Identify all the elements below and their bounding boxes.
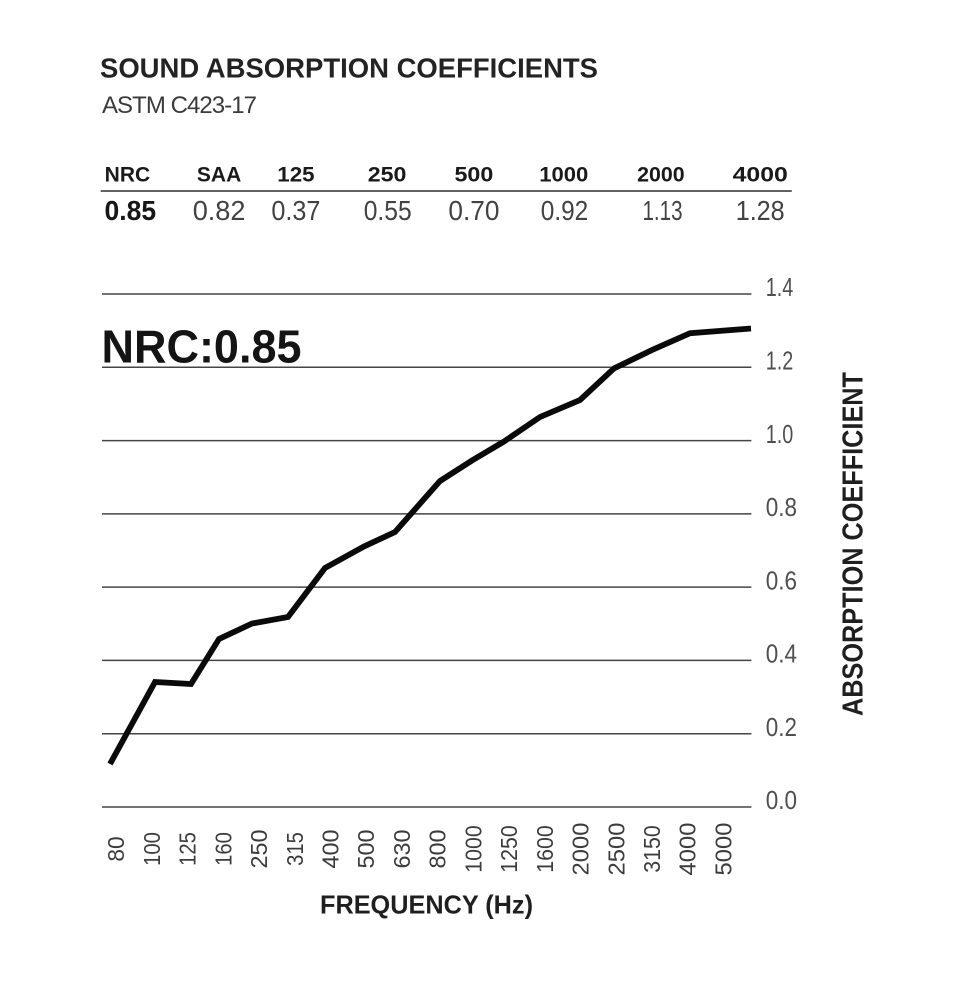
svg-text:1.4: 1.4 — [766, 274, 794, 302]
svg-text:80: 80 — [103, 836, 129, 861]
svg-text:315: 315 — [282, 832, 308, 866]
svg-text:0.2: 0.2 — [766, 714, 797, 742]
svg-text:NRC:0.85: NRC:0.85 — [102, 321, 302, 373]
svg-text:ASTM C423-17: ASTM C423-17 — [102, 92, 257, 119]
svg-text:0.37: 0.37 — [271, 195, 320, 226]
svg-text:630: 630 — [389, 829, 415, 868]
svg-text:0.70: 0.70 — [448, 195, 499, 226]
svg-text:4000: 4000 — [733, 164, 788, 187]
svg-text:2000: 2000 — [568, 823, 594, 876]
svg-text:160: 160 — [210, 832, 236, 866]
svg-text:1600: 1600 — [532, 825, 558, 873]
svg-text:125: 125 — [277, 164, 315, 187]
svg-text:500: 500 — [455, 164, 494, 187]
svg-text:4000: 4000 — [675, 823, 701, 876]
svg-text:0.0: 0.0 — [766, 787, 797, 815]
svg-text:1.2: 1.2 — [766, 348, 794, 376]
svg-text:0.6: 0.6 — [766, 567, 797, 595]
svg-text:SAA: SAA — [197, 164, 241, 187]
svg-text:500: 500 — [353, 829, 379, 868]
svg-text:1.28: 1.28 — [736, 195, 785, 226]
svg-text:3150: 3150 — [639, 825, 665, 873]
svg-text:0.4: 0.4 — [766, 641, 797, 669]
svg-text:1000: 1000 — [460, 825, 486, 873]
svg-text:ABSORPTION COEFFICIENT: ABSORPTION COEFFICIENT — [837, 371, 869, 716]
svg-text:800: 800 — [425, 829, 451, 868]
svg-text:0.55: 0.55 — [364, 195, 412, 226]
svg-text:1.13: 1.13 — [643, 195, 683, 226]
svg-text:NRC: NRC — [105, 164, 151, 187]
svg-text:0.8: 0.8 — [766, 494, 797, 522]
svg-text:400: 400 — [318, 829, 344, 868]
svg-text:0.92: 0.92 — [541, 195, 589, 226]
svg-text:250: 250 — [368, 164, 407, 187]
svg-text:125: 125 — [175, 832, 201, 866]
svg-text:0.85: 0.85 — [105, 195, 157, 226]
svg-text:2000: 2000 — [637, 164, 685, 187]
svg-text:5000: 5000 — [710, 823, 736, 876]
svg-text:FREQUENCY (Hz): FREQUENCY (Hz) — [320, 890, 533, 920]
svg-text:250: 250 — [246, 829, 272, 868]
svg-text:1000: 1000 — [539, 164, 588, 187]
svg-text:2500: 2500 — [603, 823, 629, 876]
svg-text:SOUND ABSORPTION COEFFICIENTS: SOUND ABSORPTION COEFFICIENTS — [100, 52, 598, 83]
svg-text:100: 100 — [139, 832, 165, 866]
svg-text:0.82: 0.82 — [193, 195, 246, 226]
svg-text:1250: 1250 — [496, 825, 522, 873]
svg-text:1.0: 1.0 — [766, 421, 794, 449]
